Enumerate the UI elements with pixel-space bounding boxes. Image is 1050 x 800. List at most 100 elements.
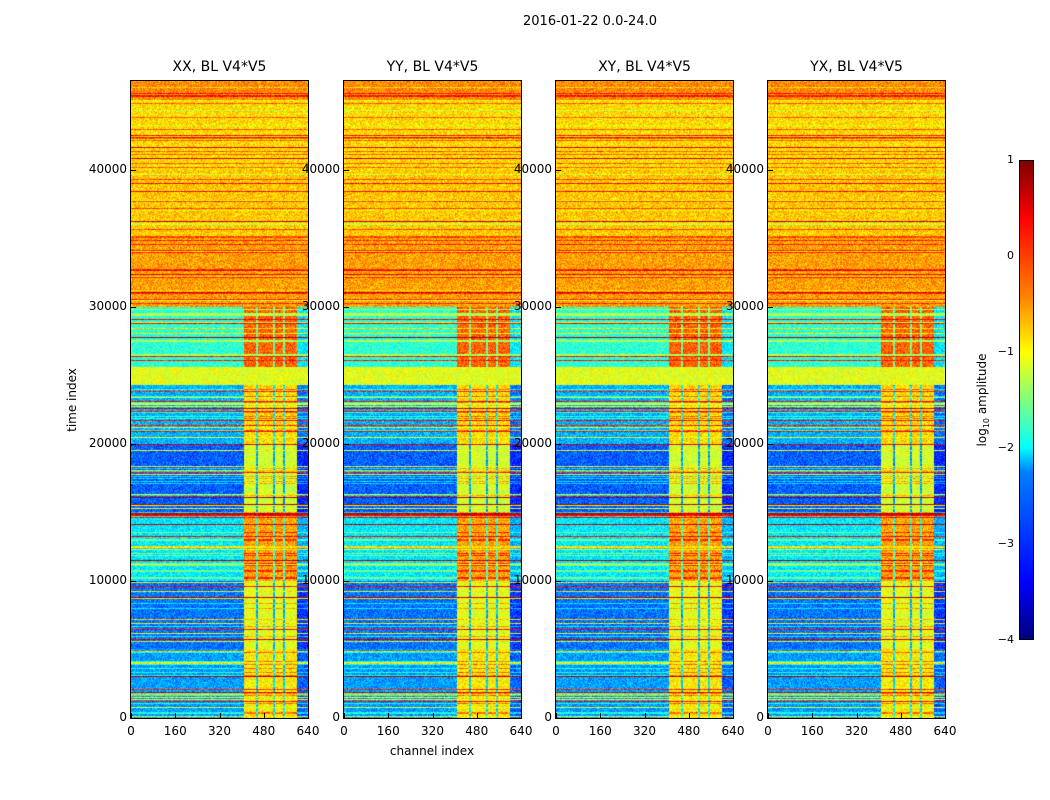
- panel-3: XY, BL V4*V5: [555, 59, 734, 719]
- y-tick-mark: [556, 718, 561, 719]
- y-tick-mark: [768, 307, 773, 309]
- y-tick-label: 10000: [88, 573, 127, 587]
- y-tick-label: 10000: [301, 573, 340, 587]
- y-tick-mark: [768, 444, 773, 446]
- y-tick-label: 30000: [725, 299, 764, 314]
- x-tick-mark: [521, 713, 522, 718]
- x-tick-mark: [388, 713, 390, 718]
- x-tick-label: 0: [127, 724, 135, 738]
- x-tick-mark: [432, 713, 434, 718]
- colorbar: [1019, 160, 1034, 640]
- y-tick-label: 20000: [301, 436, 340, 451]
- panel-1: XX, BL V4*V5: [130, 59, 309, 719]
- x-tick-label: 320: [633, 724, 656, 738]
- y-tick-label: 0: [332, 710, 340, 724]
- x-tick-label: 480: [677, 724, 701, 738]
- y-tick-label: 40000: [725, 162, 764, 177]
- y-tick-mark: [131, 170, 136, 172]
- x-tick-mark: [768, 713, 769, 718]
- x-tick-label: 480: [889, 724, 913, 738]
- x-tick-mark: [900, 713, 902, 718]
- y-tick-mark: [556, 444, 561, 446]
- x-tick-label: 160: [163, 724, 187, 738]
- panel-title: XX, BL V4*V5: [172, 59, 267, 75]
- y-tick-label: 10000: [513, 573, 552, 587]
- panel-2: YY, BL V4*V5: [343, 59, 522, 719]
- colorbar-tick-label: −4: [997, 633, 1014, 646]
- x-tick-label: 160: [376, 724, 400, 738]
- y-tick-label: 0: [756, 710, 764, 724]
- y-tick-label: 0: [544, 710, 552, 724]
- x-tick-label: 640: [509, 724, 533, 738]
- x-tick-label: 160: [588, 724, 612, 738]
- x-axis-label: channel index: [389, 744, 475, 758]
- y-tick-mark: [131, 307, 136, 309]
- y-tick-label: 20000: [725, 436, 764, 451]
- panel-title: YY, BL V4*V5: [386, 59, 479, 75]
- x-tick-label: 0: [340, 724, 348, 738]
- colorbar-tick-label: 0: [1007, 249, 1014, 262]
- x-tick-label: 320: [421, 724, 444, 738]
- x-tick-mark: [856, 713, 858, 718]
- x-tick-label: 0: [764, 724, 772, 738]
- x-tick-mark: [263, 713, 265, 718]
- y-tick-label: 40000: [301, 162, 340, 177]
- x-tick-label: 640: [296, 724, 320, 738]
- y-tick-label: 30000: [301, 299, 340, 314]
- y-tick-mark: [344, 307, 349, 309]
- colorbar-tick-label: −2: [997, 441, 1014, 454]
- y-tick-mark: [768, 170, 773, 172]
- x-tick-mark: [600, 713, 602, 718]
- x-tick-mark: [175, 713, 177, 718]
- y-tick-label: 0: [119, 710, 127, 724]
- y-tick-mark: [768, 581, 773, 582]
- heatmap-image: [131, 81, 308, 718]
- y-tick-mark: [131, 581, 136, 582]
- y-tick-mark: [768, 718, 773, 719]
- heatmap-image: [344, 81, 521, 718]
- panel-title: YX, BL V4*V5: [810, 59, 903, 75]
- x-tick-mark: [945, 713, 946, 718]
- y-tick-mark: [131, 444, 136, 446]
- x-tick-label: 480: [252, 724, 276, 738]
- x-tick-mark: [131, 713, 132, 718]
- y-tick-label: 40000: [513, 162, 552, 177]
- colorbar-label: log10 amplitude: [974, 353, 992, 447]
- y-tick-mark: [344, 581, 349, 582]
- heatmap-image: [768, 81, 945, 718]
- y-tick-label: 40000: [88, 162, 127, 177]
- y-tick-mark: [344, 718, 349, 719]
- x-tick-mark: [476, 713, 478, 718]
- x-tick-label: 320: [208, 724, 231, 738]
- y-tick-mark: [344, 170, 349, 172]
- y-tick-mark: [556, 307, 561, 309]
- x-tick-mark: [556, 713, 557, 718]
- x-tick-label: 160: [800, 724, 824, 738]
- x-tick-label: 640: [721, 724, 745, 738]
- x-tick-label: 320: [845, 724, 868, 738]
- x-tick-mark: [688, 713, 690, 718]
- y-tick-mark: [131, 718, 136, 719]
- y-tick-mark: [344, 444, 349, 446]
- x-tick-mark: [219, 713, 221, 718]
- x-tick-label: 480: [465, 724, 489, 738]
- colorbar-tick-label: −3: [997, 537, 1014, 550]
- x-tick-label: 0: [552, 724, 560, 738]
- panel-title: XY, BL V4*V5: [598, 59, 691, 75]
- heatmap-image: [556, 81, 733, 718]
- y-tick-label: 30000: [88, 299, 127, 314]
- colorbar-tick-label: −1: [997, 345, 1014, 358]
- y-tick-label: 20000: [513, 436, 552, 451]
- x-tick-mark: [644, 713, 646, 718]
- y-axis-label: time index: [65, 368, 79, 432]
- x-tick-mark: [812, 713, 814, 718]
- colorbar-tick-label: 1: [1007, 153, 1014, 166]
- y-tick-label: 20000: [88, 436, 127, 451]
- figure-title: 2016-01-22 0.0-24.0: [523, 14, 657, 29]
- x-tick-mark: [308, 713, 309, 718]
- panel-4: YX, BL V4*V5: [767, 59, 946, 719]
- x-tick-mark: [344, 713, 345, 718]
- y-tick-mark: [556, 170, 561, 172]
- y-tick-label: 30000: [513, 299, 552, 314]
